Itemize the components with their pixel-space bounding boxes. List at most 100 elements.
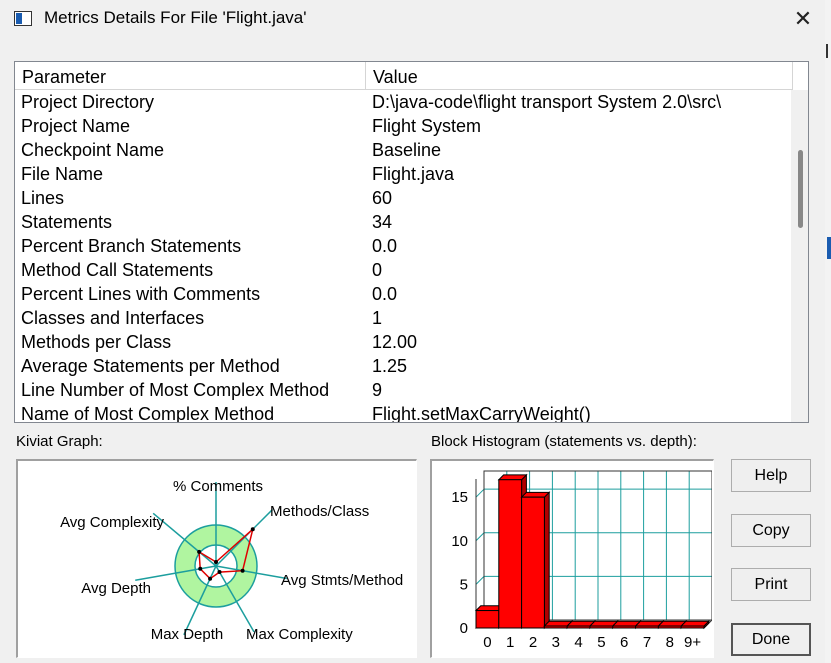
parameter-cell: Method Call Statements xyxy=(21,260,214,280)
histogram-bar xyxy=(635,625,659,629)
table-row[interactable]: Statements 34 xyxy=(15,210,793,234)
value-cell: 1 xyxy=(372,308,383,328)
kiviat-axis-label: Max Depth xyxy=(151,626,224,643)
table-row[interactable]: Name of Most Complex Method Flight.setMax… xyxy=(15,402,793,423)
value-cell: Flight.java xyxy=(372,164,455,184)
value-cell: 9 xyxy=(372,380,383,400)
value-cell: 1.25 xyxy=(372,356,408,376)
value-cell: 0.0 xyxy=(372,284,398,304)
table-row[interactable]: Line Number of Most Complex Method 9 xyxy=(15,378,793,402)
print-button[interactable]: Print xyxy=(731,568,811,601)
table-row[interactable]: Classes and Interfaces 1 xyxy=(15,306,793,330)
done-button[interactable]: Done xyxy=(731,623,811,656)
value-cell: Baseline xyxy=(372,140,442,160)
table-row[interactable]: Lines 60 xyxy=(15,186,793,210)
histogram-bar xyxy=(612,625,637,629)
kiviat-point xyxy=(198,566,203,571)
histogram-x-tick-label: 6 xyxy=(620,634,628,651)
parameter-cell: Percent Branch Statements xyxy=(21,236,242,256)
histogram-grid-side xyxy=(475,488,485,498)
kiviat-graph-label: Kiviat Graph: xyxy=(16,433,103,450)
histogram-bar xyxy=(566,625,591,629)
column-header-value[interactable]: Value xyxy=(366,62,793,90)
parameter-cell: Project Directory xyxy=(21,92,155,112)
parameter-cell: Methods per Class xyxy=(21,332,172,352)
table-row[interactable]: Project Name Flight System xyxy=(15,114,793,138)
histogram-bar xyxy=(498,479,523,629)
parameter-cell: Lines xyxy=(21,188,65,208)
metrics-rows: Project Directory D:\java-code\flight tra… xyxy=(15,90,793,423)
parameter-cell: File Name xyxy=(21,164,104,184)
value-cell: 0 xyxy=(372,260,383,280)
value-cell: 34 xyxy=(372,212,393,232)
parameter-cell: Name of Most Complex Method xyxy=(21,404,275,423)
background-window-mark xyxy=(826,44,828,58)
block-histogram-panel: 0 5 10 15 0 1 2 3 4 5 6 7 8 9+ xyxy=(430,459,714,658)
table-row[interactable]: Methods per Class 12.00 xyxy=(15,330,793,354)
value-cell: D:\java-code\flight transport System 2.0… xyxy=(372,92,722,112)
copy-button[interactable]: Copy xyxy=(731,514,811,547)
kiviat-axis-label: Avg Depth xyxy=(81,580,151,597)
kiviat-point xyxy=(250,527,255,532)
table-row[interactable]: Average Statements per Method 1.25 xyxy=(15,354,793,378)
histogram-grid-side xyxy=(475,532,485,542)
kiviat-axis xyxy=(135,565,217,581)
kiviat-axis xyxy=(215,565,288,580)
histogram-bar-side xyxy=(543,491,550,630)
value-cell: 60 xyxy=(372,188,393,208)
histogram-x-tick-label: 4 xyxy=(574,634,582,651)
histogram-bar-top xyxy=(497,474,528,481)
histogram-bar xyxy=(657,625,682,629)
column-header-parameter[interactable]: Parameter xyxy=(15,62,366,90)
histogram-bar-top xyxy=(679,620,711,627)
kiviat-axis xyxy=(215,565,255,633)
scrollbar-thumb[interactable] xyxy=(798,150,803,228)
histogram-x-tick-label: 3 xyxy=(552,634,560,651)
histogram-x-tick-label: 1 xyxy=(506,634,514,651)
kiviat-axis xyxy=(152,512,217,567)
table-row[interactable]: Project Directory D:\java-code\flight tra… xyxy=(15,90,793,114)
title-bar: Metrics Details For File 'Flight.java' ✕ xyxy=(0,0,831,40)
histogram-x-tick-label: 2 xyxy=(529,634,537,651)
metrics-table[interactable]: Parameter Value Project Directory D:\java… xyxy=(14,61,809,423)
kiviat-graph-panel: % Comments Methods/Class Avg Stmts/Method M… xyxy=(16,459,417,658)
kiviat-axis-label: Avg Complexity xyxy=(60,514,164,531)
kiviat-graph: % Comments Methods/Class Avg Stmts/Method M… xyxy=(60,478,403,643)
help-button[interactable]: Help xyxy=(731,459,811,492)
close-icon[interactable]: ✕ xyxy=(793,6,813,31)
value-cell: 0.0 xyxy=(372,236,398,256)
table-row[interactable]: File Name Flight.java xyxy=(15,162,793,186)
histogram-bar xyxy=(589,625,614,629)
histogram-x-tick-label: 5 xyxy=(597,634,605,651)
table-row[interactable]: Percent Lines with Comments 0.0 xyxy=(15,282,793,306)
background-window-edge xyxy=(825,0,831,663)
histogram-bar xyxy=(475,610,500,629)
block-histogram-label: Block Histogram (statements vs. depth): xyxy=(431,433,697,450)
parameter-cell: Classes and Interfaces xyxy=(21,308,205,328)
kiviat-point xyxy=(197,549,202,554)
histogram-y-tick-label: 15 xyxy=(451,489,468,506)
histogram-y-tick-label: 10 xyxy=(451,533,468,550)
table-row[interactable]: Method Call Statements 0 xyxy=(15,258,793,282)
histogram-bar xyxy=(521,496,545,629)
histogram-x-tick-label: 0 xyxy=(483,634,491,651)
kiviat-axis-label: Methods/Class xyxy=(270,503,369,520)
parameter-cell: Line Number of Most Complex Method xyxy=(21,380,330,400)
window-app-icon xyxy=(14,11,32,26)
parameter-cell: Average Statements per Method xyxy=(21,356,280,376)
parameter-cell: Checkpoint Name xyxy=(21,140,165,160)
histogram-y-tick-label: 0 xyxy=(460,620,468,637)
histogram-grid-side xyxy=(475,576,485,585)
table-row[interactable]: Checkpoint Name Baseline xyxy=(15,138,793,162)
kiviat-point xyxy=(240,568,245,573)
kiviat-axis-label: Avg Stmts/Method xyxy=(281,572,403,589)
kiviat-point xyxy=(214,560,218,564)
table-row[interactable]: Percent Branch Statements 0.0 xyxy=(15,234,793,258)
vertical-scrollbar[interactable] xyxy=(791,90,808,422)
value-cell: 12.00 xyxy=(372,332,418,352)
parameter-cell: Project Name xyxy=(21,116,131,136)
kiviat-metric-shape xyxy=(198,527,255,580)
histogram-bar xyxy=(680,625,705,629)
histogram-x-tick-label: 7 xyxy=(643,634,651,651)
value-cell: Flight System xyxy=(372,116,482,136)
